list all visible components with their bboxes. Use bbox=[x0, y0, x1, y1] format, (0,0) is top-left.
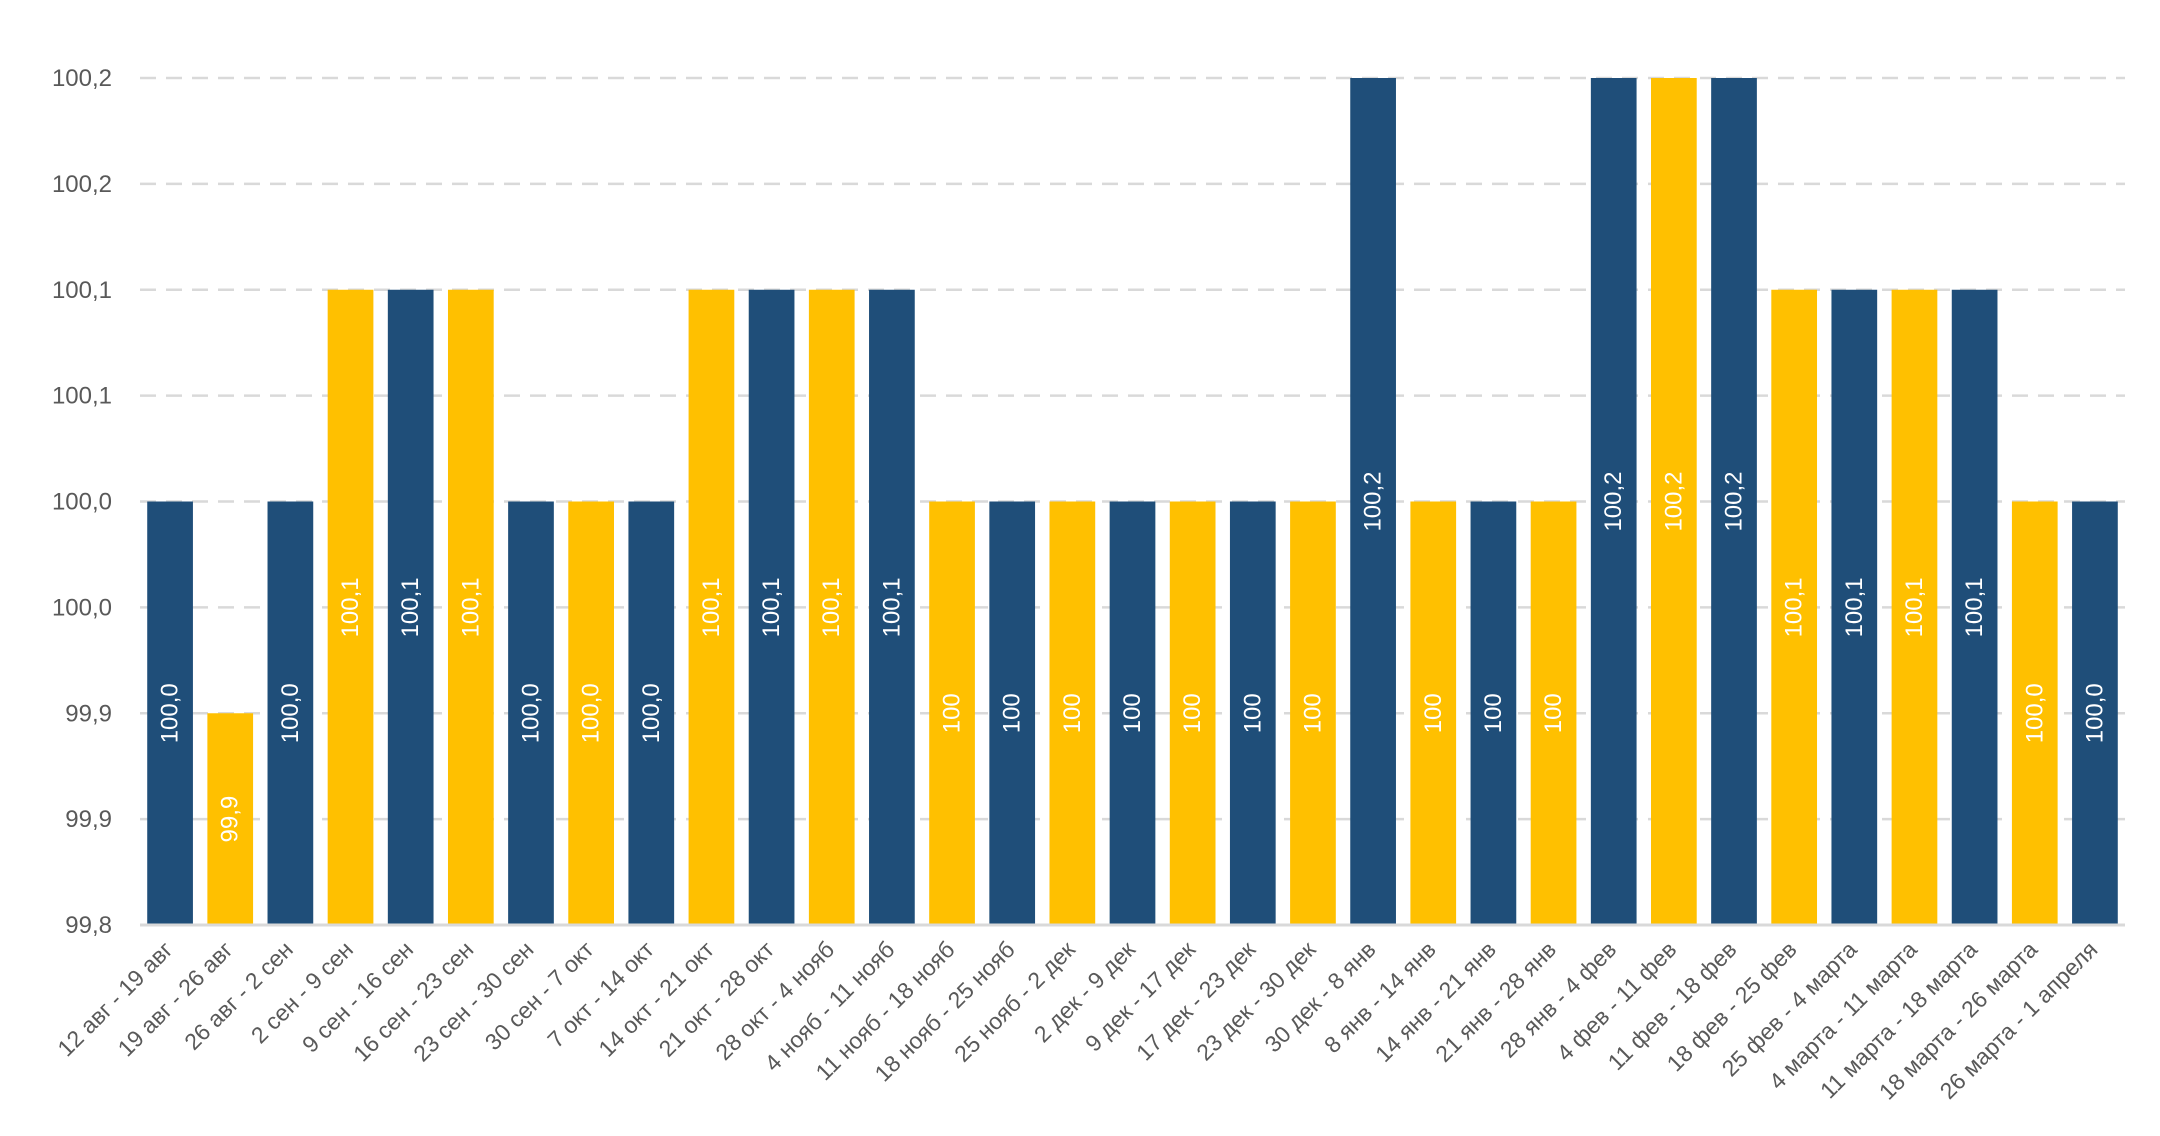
data-label: 100 bbox=[1420, 693, 1447, 733]
bar bbox=[508, 501, 554, 925]
bar bbox=[1229, 501, 1276, 925]
bar bbox=[327, 289, 374, 925]
data-label: 100,0 bbox=[638, 683, 665, 743]
data-label: 100,1 bbox=[1961, 577, 1988, 637]
bar bbox=[1590, 78, 1637, 925]
data-label: 100 bbox=[1059, 693, 1086, 733]
bar bbox=[1771, 289, 1818, 925]
data-label: 100 bbox=[1540, 693, 1567, 733]
bar bbox=[1169, 501, 1216, 925]
data-label: 100,0 bbox=[517, 683, 544, 743]
y-axis-ticks: 99,8 99,9 99,9 100,0 100,0 100,1 100,1 100,2 100… bbox=[52, 65, 112, 939]
bar bbox=[869, 289, 915, 925]
bar bbox=[1109, 501, 1156, 925]
data-label: 100,1 bbox=[1841, 577, 1868, 637]
bar bbox=[2011, 501, 2058, 925]
bar bbox=[568, 501, 614, 925]
data-label: 100 bbox=[1299, 693, 1326, 733]
data-label: 100,1 bbox=[878, 577, 905, 637]
y-tick-label: 100,0 bbox=[52, 489, 112, 516]
data-label: 100,1 bbox=[457, 577, 484, 637]
data-labels: 100,0 99,9 100,0 100,1 100,1 100,1 100,0 100,0 1… bbox=[157, 471, 2109, 842]
y-tick-label: 100,0 bbox=[52, 594, 112, 621]
bar bbox=[267, 501, 314, 925]
data-label: 100,1 bbox=[698, 577, 725, 637]
bar bbox=[1350, 78, 1396, 925]
bar bbox=[1711, 78, 1757, 925]
data-label: 100,1 bbox=[818, 577, 845, 637]
y-tick-label: 99,9 bbox=[65, 700, 112, 727]
data-label: 100,2 bbox=[1721, 471, 1748, 531]
bar bbox=[447, 289, 494, 925]
data-label: 100,1 bbox=[1901, 577, 1928, 637]
y-tick-label: 99,8 bbox=[65, 912, 112, 939]
bar bbox=[207, 713, 254, 925]
bar bbox=[147, 501, 193, 925]
data-label: 100,1 bbox=[397, 577, 424, 637]
data-label: 100,2 bbox=[1660, 471, 1687, 531]
bars-layer bbox=[147, 78, 2118, 925]
bar bbox=[808, 289, 855, 925]
y-tick-label: 100,1 bbox=[52, 277, 112, 304]
data-label: 99,9 bbox=[217, 796, 244, 843]
data-label: 100,0 bbox=[578, 683, 605, 743]
bar bbox=[748, 289, 795, 925]
data-label: 100,2 bbox=[1600, 471, 1627, 531]
y-tick-label: 100,2 bbox=[52, 65, 112, 92]
data-label: 100,0 bbox=[157, 683, 184, 743]
bar bbox=[1410, 501, 1457, 925]
data-label: 100 bbox=[1239, 693, 1266, 733]
data-label: 100,0 bbox=[2081, 683, 2108, 743]
bar bbox=[1831, 289, 1878, 925]
bar bbox=[989, 501, 1036, 925]
y-tick-label: 99,9 bbox=[65, 806, 112, 833]
y-tick-label: 100,1 bbox=[52, 383, 112, 410]
bar bbox=[688, 289, 735, 925]
data-label: 100 bbox=[999, 693, 1026, 733]
bar bbox=[628, 501, 675, 925]
y-tick-label: 100,2 bbox=[52, 171, 112, 198]
data-label: 100 bbox=[1119, 693, 1146, 733]
data-label: 100,0 bbox=[2021, 683, 2048, 743]
bar bbox=[387, 289, 434, 925]
data-label: 100,0 bbox=[277, 683, 304, 743]
bar bbox=[1530, 501, 1577, 925]
data-label: 100,2 bbox=[1360, 471, 1387, 531]
data-label: 100,1 bbox=[758, 577, 785, 637]
bar bbox=[929, 501, 975, 925]
data-label: 100 bbox=[1480, 693, 1507, 733]
data-label: 100 bbox=[1179, 693, 1206, 733]
data-label: 100,1 bbox=[337, 577, 364, 637]
bar bbox=[1891, 289, 1938, 925]
data-label: 100,1 bbox=[1781, 577, 1808, 637]
bar bbox=[1049, 501, 1096, 925]
bar bbox=[1470, 501, 1517, 925]
bar bbox=[2072, 501, 2118, 925]
bar bbox=[1951, 289, 1998, 925]
data-label: 100 bbox=[939, 693, 966, 733]
bar bbox=[1651, 78, 1697, 925]
bar bbox=[1290, 501, 1336, 925]
